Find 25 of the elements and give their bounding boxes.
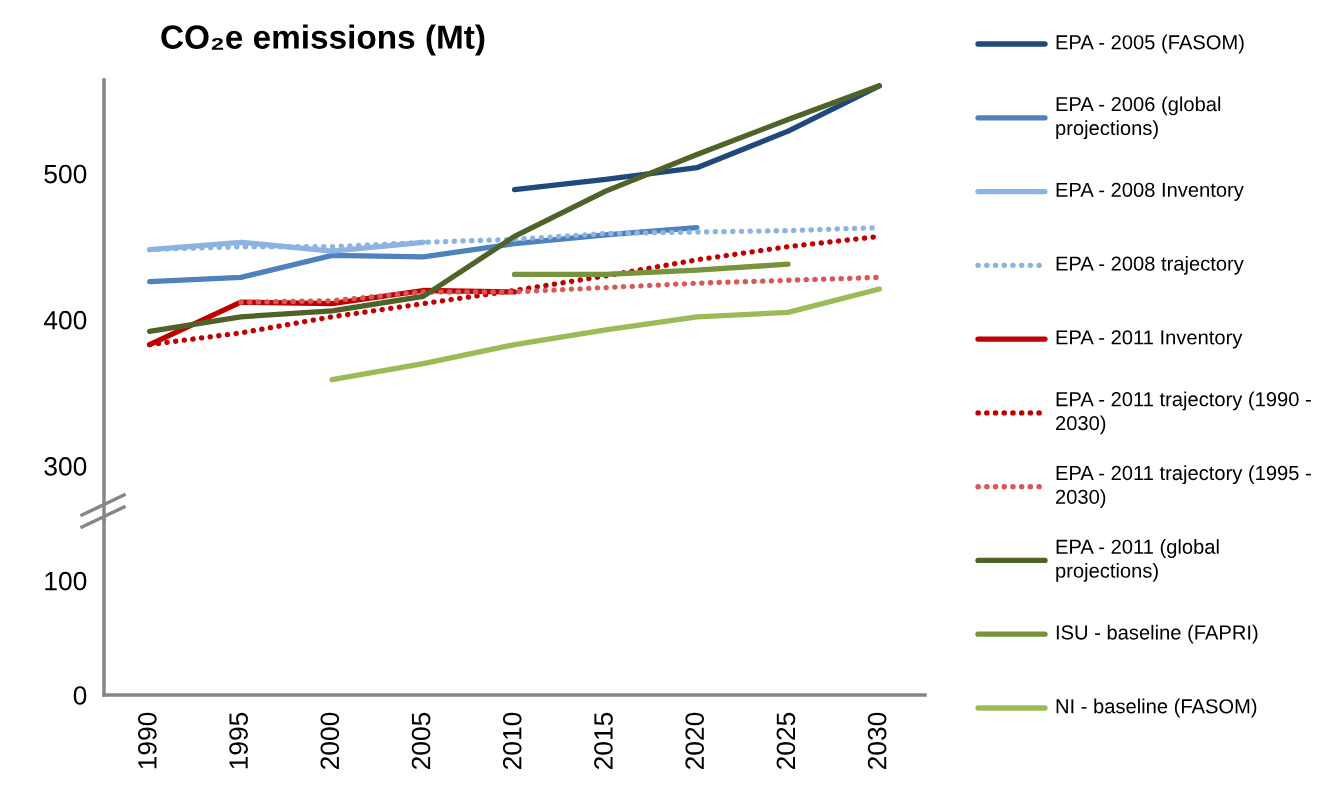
chart-title: CO₂e emissions (Mt): [161, 24, 485, 56]
legend-label: EPA - 2011 trajectory (1995 - 2030): [1056, 465, 1311, 508]
y-tick-label: 100: [45, 571, 87, 591]
legend-label: EPA - 2006 (global projections): [1056, 96, 1221, 140]
x-tick-label: 1995: [229, 712, 248, 769]
legend-label: EPA - 2011 Inventory: [1056, 330, 1243, 349]
y-tick-label: 500: [44, 164, 87, 184]
y-tick-label: 0: [73, 686, 87, 705]
legend-label: ISU - baseline (FAPRI): [1056, 624, 1258, 644]
x-tick-label: 2020: [685, 712, 705, 770]
x-tick-label: 2025: [776, 712, 796, 770]
legend-label: EPA - 2011 (global projections): [1056, 539, 1219, 582]
legend-label: EPA - 2011 trajectory (1990 - 2030): [1056, 391, 1311, 435]
x-tick-label: 2010: [502, 712, 522, 770]
y-tick-label: 300: [44, 457, 87, 476]
x-tick-label: 2000: [320, 712, 340, 770]
x-tick-label: 2015: [594, 712, 613, 770]
legend-label: EPA - 2005 (FASOM): [1056, 34, 1244, 54]
y-tick-label: 400: [43, 310, 87, 330]
x-tick-label: 2030: [867, 712, 887, 770]
x-tick-label: 2005: [411, 712, 431, 770]
x-tick-label: 1990: [138, 712, 157, 769]
legend-label: NI - baseline (FASOM): [1056, 698, 1257, 718]
legend-label: EPA - 2008 Inventory: [1056, 182, 1244, 201]
legend-label: EPA - 2008 trajectory: [1056, 255, 1244, 275]
